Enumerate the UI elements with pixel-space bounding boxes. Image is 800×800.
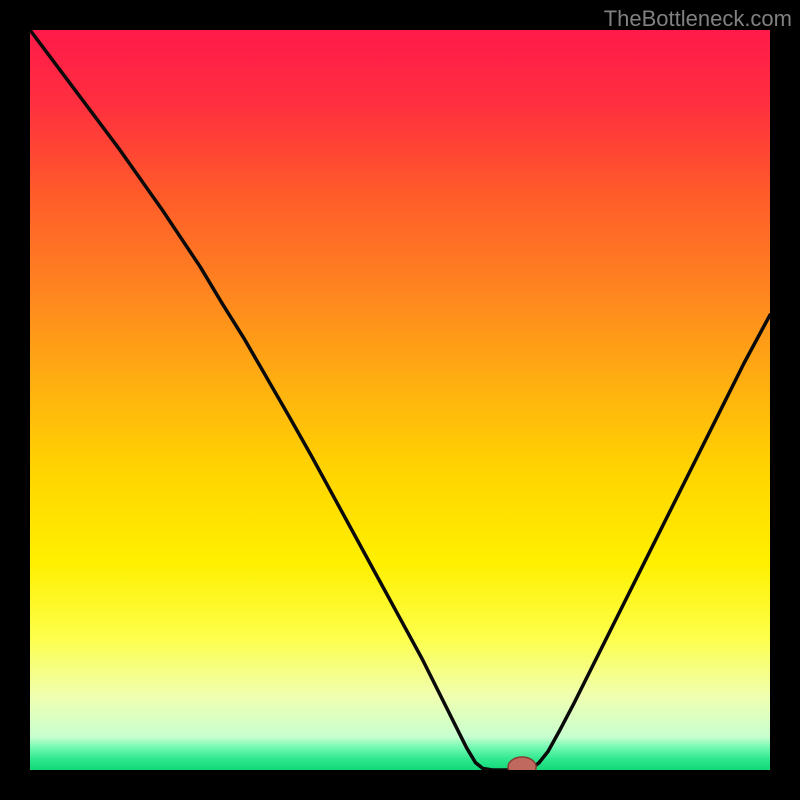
- watermark-text: TheBottleneck.com: [604, 6, 792, 32]
- gradient-background: [30, 30, 770, 770]
- bottleneck-chart: [30, 30, 770, 770]
- chart-svg: [30, 30, 770, 770]
